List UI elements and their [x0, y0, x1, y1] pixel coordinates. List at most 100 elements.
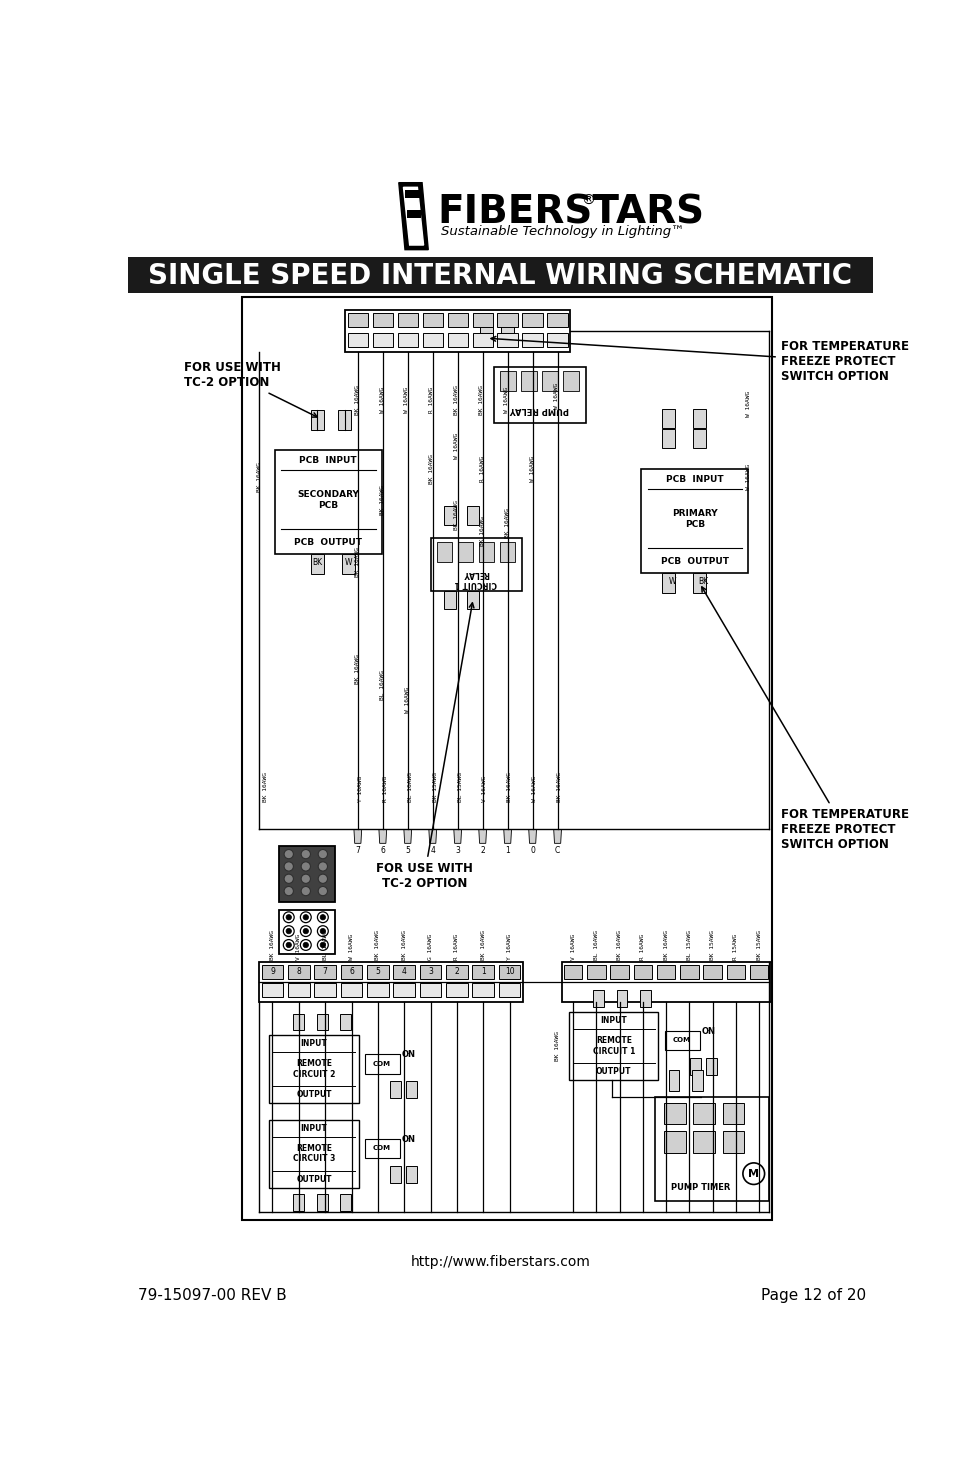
Text: V 16AWG: V 16AWG: [571, 934, 575, 959]
Text: BK 15AWG: BK 15AWG: [756, 930, 762, 959]
Bar: [398, 332, 418, 347]
Circle shape: [283, 925, 294, 937]
Bar: [279, 909, 335, 955]
Bar: [593, 990, 604, 1008]
Bar: [694, 1103, 715, 1124]
Bar: [447, 332, 468, 347]
Circle shape: [303, 928, 309, 934]
Bar: [664, 1031, 700, 1050]
Bar: [317, 1014, 327, 1031]
Text: 2: 2: [454, 968, 459, 977]
Bar: [663, 1131, 686, 1153]
Text: R 16AWG: R 16AWG: [641, 934, 646, 959]
Text: http://www.fiberstars.com: http://www.fiberstars.com: [410, 1255, 590, 1269]
Text: G 16AWG: G 16AWG: [428, 934, 433, 959]
Bar: [364, 1055, 400, 1074]
Text: BK 16AWG: BK 16AWG: [558, 772, 563, 802]
Text: COM: COM: [373, 1061, 391, 1066]
Bar: [497, 313, 518, 327]
Bar: [398, 313, 418, 327]
Circle shape: [284, 887, 293, 896]
Bar: [446, 965, 468, 978]
Circle shape: [301, 887, 311, 896]
Text: REMOTE
CIRCUIT 1: REMOTE CIRCUIT 1: [593, 1036, 635, 1056]
Text: BK 16AWG: BK 16AWG: [375, 930, 380, 959]
Text: BK 16AWG: BK 16AWG: [480, 385, 485, 415]
Bar: [640, 990, 651, 1008]
Bar: [522, 371, 536, 391]
Bar: [312, 410, 323, 430]
Text: BL 16AWG: BL 16AWG: [322, 930, 327, 959]
Text: INPUT: INPUT: [301, 1039, 327, 1047]
Text: FIBERSTARS: FIBERSTARS: [438, 194, 704, 232]
Text: 0: 0: [531, 846, 535, 856]
Bar: [611, 965, 629, 978]
Bar: [341, 965, 362, 978]
Text: 6: 6: [349, 968, 354, 977]
Circle shape: [303, 943, 309, 947]
Bar: [367, 984, 389, 997]
Text: W: W: [345, 558, 352, 566]
Bar: [481, 325, 492, 346]
Bar: [690, 1058, 701, 1075]
Bar: [542, 371, 558, 391]
Text: ON: ON: [402, 1050, 416, 1059]
Text: BL 15AWG: BL 15AWG: [687, 930, 692, 959]
Circle shape: [286, 928, 291, 934]
Text: R 16AWG: R 16AWG: [454, 934, 459, 959]
Bar: [467, 591, 480, 609]
Bar: [694, 430, 705, 447]
Bar: [394, 965, 415, 978]
Text: BL 16AWG: BL 16AWG: [380, 669, 385, 700]
Text: INPUT: INPUT: [601, 1016, 627, 1025]
Bar: [340, 1014, 351, 1031]
Text: 4: 4: [430, 846, 435, 856]
Bar: [750, 965, 769, 978]
Text: PUMP TIMER: PUMP TIMER: [670, 1183, 730, 1192]
Bar: [668, 1069, 679, 1091]
Circle shape: [319, 862, 327, 871]
Circle shape: [301, 849, 311, 859]
Circle shape: [286, 943, 291, 947]
Circle shape: [286, 915, 291, 919]
Bar: [641, 469, 748, 574]
Text: W 16AWG: W 16AWG: [745, 463, 751, 490]
Bar: [270, 1036, 359, 1103]
Text: W 16AWG: W 16AWG: [404, 387, 409, 413]
Bar: [499, 984, 521, 997]
Bar: [497, 332, 518, 347]
Text: R 15AWG: R 15AWG: [734, 934, 739, 959]
Text: BK 16AWG: BK 16AWG: [507, 772, 513, 802]
Circle shape: [301, 862, 311, 871]
Text: OUTPUT: OUTPUT: [596, 1066, 631, 1075]
Bar: [420, 965, 442, 978]
Bar: [394, 984, 415, 997]
Text: PCB  OUTPUT: PCB OUTPUT: [294, 538, 362, 547]
Bar: [420, 984, 442, 997]
Text: W: W: [668, 577, 676, 585]
Polygon shape: [554, 830, 562, 843]
Text: BK 16AWG: BK 16AWG: [263, 772, 268, 802]
Text: 2: 2: [481, 846, 485, 856]
Bar: [501, 325, 514, 346]
Text: BK 16AWG: BK 16AWG: [270, 930, 275, 959]
Text: BK 16AWG: BK 16AWG: [402, 930, 406, 959]
Bar: [547, 313, 568, 327]
Text: 8: 8: [296, 968, 301, 977]
Bar: [364, 1139, 400, 1158]
Bar: [345, 310, 570, 352]
Circle shape: [284, 874, 293, 884]
Text: R 16AWG: R 16AWG: [383, 775, 388, 802]
Text: V 16AWG: V 16AWG: [296, 934, 301, 959]
Bar: [405, 1167, 416, 1183]
Bar: [680, 965, 699, 978]
Text: BK 16AWG: BK 16AWG: [663, 930, 668, 959]
Text: BL 15AWG: BL 15AWG: [457, 772, 462, 802]
Bar: [662, 430, 675, 447]
Text: BK 16AWG: BK 16AWG: [480, 516, 486, 546]
Bar: [705, 1058, 716, 1075]
Circle shape: [303, 915, 309, 919]
Text: BK 16AWG: BK 16AWG: [555, 1031, 560, 1061]
Polygon shape: [504, 830, 512, 843]
Text: PCB  OUTPUT: PCB OUTPUT: [660, 558, 729, 566]
